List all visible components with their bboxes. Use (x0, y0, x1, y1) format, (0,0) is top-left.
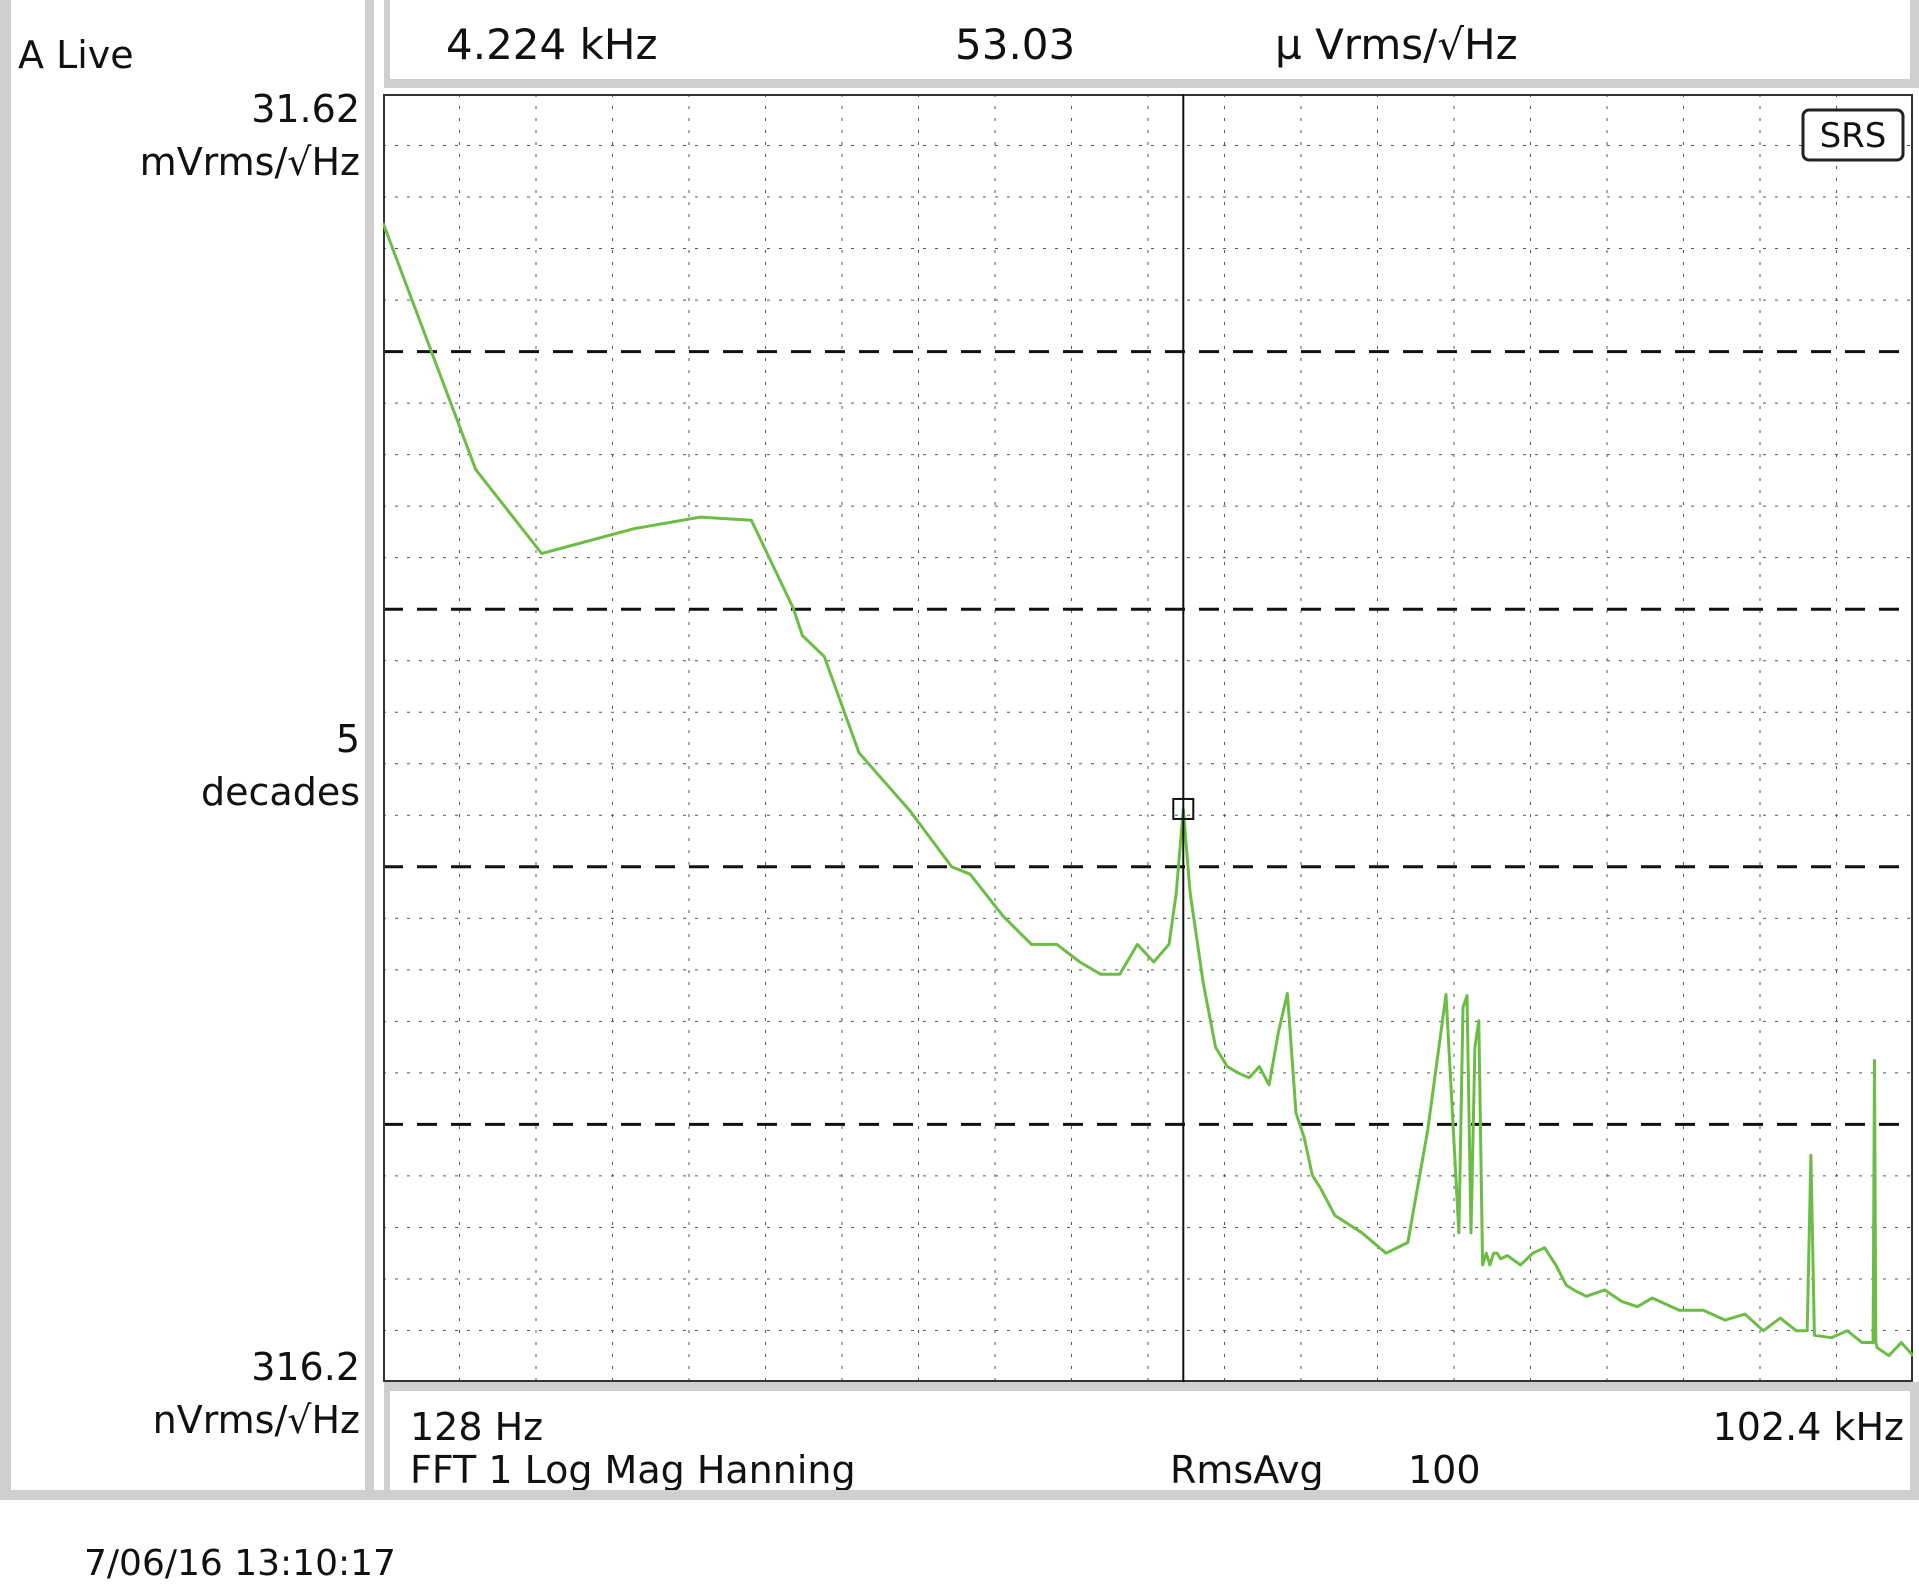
trace-label[interactable]: A Live (18, 33, 134, 77)
left-edge-border (0, 0, 11, 1500)
marker-unit: µ Vrms/√Hz (1275, 20, 1518, 69)
marker-readout-bar: 4.224 kHz 53.03 µ Vrms/√Hz (384, 0, 1919, 88)
x-start-label: 128 Hz (410, 1405, 544, 1449)
average-count-label[interactable]: 100 (1408, 1448, 1481, 1492)
timestamp: 7/06/16 13:10:17 (84, 1543, 396, 1584)
major-grid (383, 350, 1913, 1126)
y-axis-panel: A Live 31.62 mVrms/√Hz 5 decades 316.2 n… (11, 0, 374, 1490)
srs-logo-text: SRS (1820, 116, 1887, 156)
minor-grid (383, 94, 1913, 1382)
spectrum-trace (383, 222, 1913, 1358)
y-bottom-value: 316.2 (251, 1345, 360, 1389)
plot-frame (383, 94, 1913, 1382)
marker-value: 53.03 (955, 20, 1076, 69)
y-scale-unit: decades (201, 770, 360, 814)
marker-frequency: 4.224 kHz (446, 20, 658, 69)
measurement-label[interactable]: FFT 1 Log Mag Hanning (410, 1448, 856, 1492)
srs-logo: SRS (1801, 108, 1905, 162)
y-scale-value: 5 (335, 717, 360, 761)
y-top-value: 31.62 (251, 87, 360, 131)
status-bar: 128 Hz 102.4 kHz FFT 1 Log Mag Hanning R… (384, 1382, 1919, 1490)
spectrum-plot[interactable]: SRS (383, 94, 1913, 1382)
bottom-border (0, 1490, 1919, 1500)
marker-square[interactable] (1172, 797, 1195, 820)
x-end-label: 102.4 kHz (1712, 1405, 1904, 1449)
average-mode-label[interactable]: RmsAvg (1170, 1448, 1324, 1492)
y-top-unit: mVrms/√Hz (139, 140, 360, 184)
y-bottom-unit: nVrms/√Hz (152, 1398, 360, 1442)
